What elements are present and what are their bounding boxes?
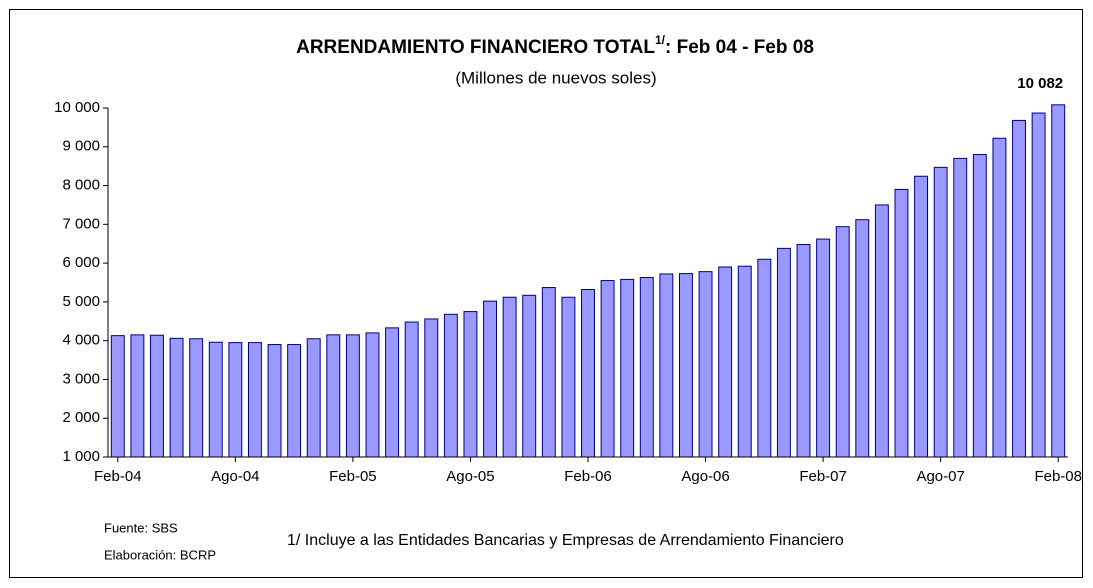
bar: [345, 334, 360, 458]
title-suffix: : Feb 04 - Feb 08: [665, 37, 814, 58]
title-main: ARRENDAMIENTO FINANCIERO TOTAL: [296, 37, 655, 58]
y-tick-label: 7 000: [62, 215, 100, 232]
bar: [1031, 112, 1046, 458]
bar: [972, 154, 987, 458]
y-tick-label: 9 000: [62, 138, 100, 155]
bar: [914, 175, 929, 458]
bar: [130, 334, 145, 458]
bar: [150, 334, 164, 458]
bar: [522, 294, 537, 458]
x-tick-label: Ago-07: [916, 468, 964, 485]
x-tick-label: Ago-06: [681, 468, 729, 485]
bar: [933, 166, 948, 458]
bar: [189, 338, 204, 458]
bar: [541, 287, 556, 458]
bar: [267, 344, 282, 458]
x-tick-label: Feb-05: [329, 468, 377, 485]
bar: [385, 327, 400, 458]
value-label: 10 082: [1017, 75, 1063, 92]
bar: [110, 335, 125, 458]
bar: [561, 296, 576, 458]
bar: [776, 247, 791, 458]
y-tick-label: 6 000: [62, 254, 100, 271]
source: Fuente: SBS: [104, 520, 178, 535]
bar: [894, 188, 909, 458]
bar: [757, 258, 772, 458]
y-tick-label: 4 000: [62, 332, 100, 349]
bar: [463, 311, 478, 458]
bar: [365, 332, 380, 458]
bar: [874, 204, 889, 458]
x-tick-label: Feb-04: [94, 468, 142, 485]
bar: [208, 341, 223, 458]
bar: [247, 342, 262, 458]
bar: [287, 344, 302, 458]
y-tick-label: 3 000: [62, 370, 100, 387]
title-note: 1/: [655, 33, 666, 47]
bar: [796, 243, 811, 458]
y-tick-label: 2 000: [62, 409, 100, 426]
bar: [678, 273, 693, 458]
x-tick-label: Ago-05: [446, 468, 494, 485]
bar: [855, 219, 870, 458]
bar: [169, 337, 184, 458]
bar: [718, 266, 733, 458]
bar: [953, 157, 968, 458]
bar: [992, 137, 1007, 458]
bar: [483, 300, 498, 458]
x-tick-label: Feb-07: [799, 468, 847, 485]
bar: [1012, 119, 1026, 458]
x-tick-label: Ago-04: [211, 468, 259, 485]
y-tick-label: 10 000: [54, 99, 100, 116]
x-tick-label: Feb-08: [1034, 468, 1082, 485]
y-tick-label: 5 000: [62, 293, 100, 310]
bar: [443, 313, 458, 458]
bar: [228, 342, 243, 458]
chart-subtitle: (Millones de nuevos soles): [455, 68, 656, 87]
bar: [816, 238, 831, 458]
bar: [424, 318, 439, 458]
bar: [639, 276, 654, 458]
bar: [581, 288, 595, 458]
bar: [698, 271, 713, 458]
bar: [306, 338, 321, 458]
y-tick-label: 1 000: [62, 448, 100, 465]
y-tick-label: 8 000: [62, 177, 100, 194]
credit: Elaboración: BCRP: [104, 547, 216, 562]
chart-title: ARRENDAMIENTO FINANCIERO TOTAL1/: Feb 04…: [296, 33, 814, 58]
bar: [659, 273, 674, 458]
bar: [835, 226, 850, 458]
bar: [502, 296, 517, 458]
x-tick-label: Feb-06: [564, 468, 612, 485]
bar: [600, 280, 615, 458]
bar: [620, 278, 635, 458]
bar: [326, 334, 341, 458]
bar: [1051, 104, 1066, 458]
footnote: 1/ Incluye a las Entidades Bancarias y E…: [287, 532, 844, 549]
bar: [404, 321, 419, 458]
bar: [737, 265, 752, 458]
